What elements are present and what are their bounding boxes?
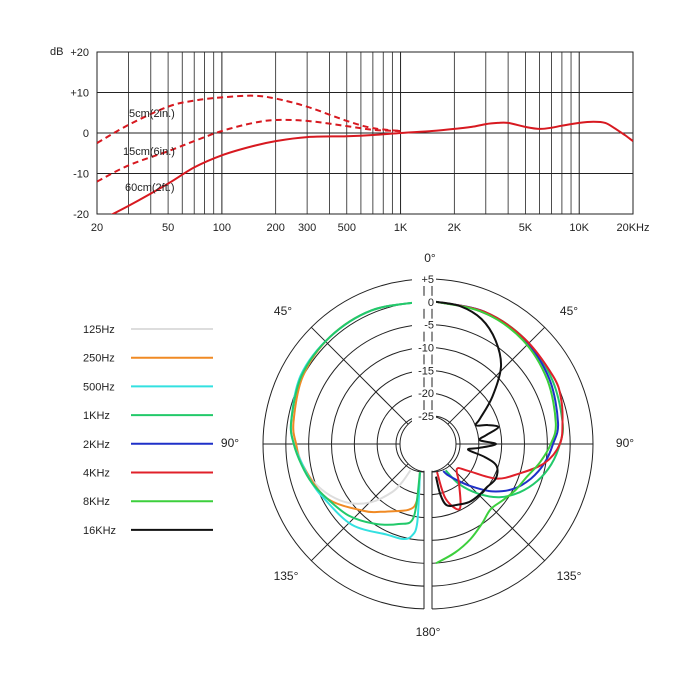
angle-label-90-right: 90° (616, 436, 634, 450)
angle-label-45-left: 45° (274, 304, 292, 318)
angle-label-135-left: 135° (274, 569, 299, 583)
polar-series-4khz (435, 300, 564, 511)
y-axis-unit: dB (50, 46, 63, 58)
x-tick-label: 300 (298, 222, 316, 234)
frequency-response-chart: 20 50 100 200 300 500 1K 2K 5K 10K 20KHz +20 +10 0 -10… (50, 46, 650, 234)
frequency-response-series (97, 94, 633, 214)
polar-legend: 125Hz 250Hz 500Hz 1KHz 2KHz 4KHz 8KHz 16KHz (83, 324, 213, 537)
r-tick-label: -15 (418, 365, 434, 377)
x-tick-label: 50 (162, 222, 174, 234)
legend-label: 500Hz (83, 381, 115, 393)
polar-series-250hz (292, 300, 421, 514)
angle-label-0: 0° (424, 251, 436, 265)
legend-label: 250Hz (83, 353, 115, 365)
angle-label-45-right: 45° (560, 304, 578, 318)
legend-label: 2KHz (83, 439, 110, 451)
polar-core (401, 417, 455, 471)
r-tick-bg (412, 273, 436, 286)
polar-radial (310, 326, 409, 425)
angle-label-90-left: 90° (221, 436, 239, 450)
r-tick-label: 0 (428, 297, 434, 309)
polar-series (289, 300, 564, 565)
polar-series-16khz (435, 300, 503, 507)
series-line (97, 118, 401, 183)
legend-label: 16KHz (83, 525, 116, 537)
legend-label: 125Hz (83, 324, 115, 336)
frequency-response-grid (96, 51, 634, 215)
polar-ticks: +5 0 -5 -10 -15 -20 -25 (412, 273, 436, 423)
r-tick-bg (412, 410, 436, 423)
legend-label: 4KHz (83, 468, 110, 480)
r-tick-label: -5 (424, 320, 434, 332)
y-tick-label: -10 (73, 169, 89, 181)
r-tick-bg (412, 341, 436, 355)
legend-label: 8KHz (83, 496, 110, 508)
core-arc-right (431, 415, 461, 473)
x-tick-label: 2K (448, 222, 462, 234)
r-tick-label: -20 (418, 388, 434, 400)
x-tick-label: 500 (338, 222, 356, 234)
r-tick-label: -10 (418, 343, 434, 355)
x-tick-label: 100 (213, 222, 231, 234)
x-tick-label: 1K (394, 222, 408, 234)
r-tick-bg (412, 387, 436, 401)
x-tick-label: 200 (266, 222, 284, 234)
y-tick-label: +10 (70, 88, 89, 100)
y-tick-label: 0 (83, 128, 89, 140)
polar-radial (447, 463, 546, 562)
polar-series-1khz (289, 300, 421, 526)
r-tick-bg (412, 364, 436, 378)
polar-radial (310, 463, 409, 562)
y-tick-label: -20 (73, 209, 89, 221)
x-tick-label: 5K (519, 222, 533, 234)
r-tick-bg (412, 295, 436, 309)
x-tick-label: 10K (569, 222, 589, 234)
annotation-60cm: 60cm(2ft.) (125, 182, 175, 194)
legend-label: 1KHz (83, 410, 110, 422)
r-tick-bg (412, 318, 436, 332)
polar-series-8khz (435, 300, 557, 565)
angle-label-180: 180° (416, 625, 441, 639)
polar-series-1khz (435, 300, 564, 499)
series-line (110, 120, 633, 214)
x-tick-label: 20 (91, 222, 103, 234)
y-tick-label: +20 (70, 47, 89, 59)
polar-pattern-chart: +5 0 -5 -10 -15 -20 -25 0° 45° 90° 135° 180° 4… (221, 251, 634, 639)
annotation-15cm: 15cm(6in.) (123, 146, 175, 158)
r-tick-label: -25 (418, 411, 434, 423)
r-tick-label: +5 (421, 274, 434, 286)
frequency-response-ticks: 20 50 100 200 300 500 1K 2K 5K 10K 20KHz +20 +10 0 -10… (70, 47, 649, 234)
angle-label-135-right: 135° (557, 569, 582, 583)
x-tick-label: 20KHz (616, 222, 649, 234)
annotation-5cm: 5cm(2in.) (129, 108, 175, 120)
series-line (97, 94, 401, 144)
